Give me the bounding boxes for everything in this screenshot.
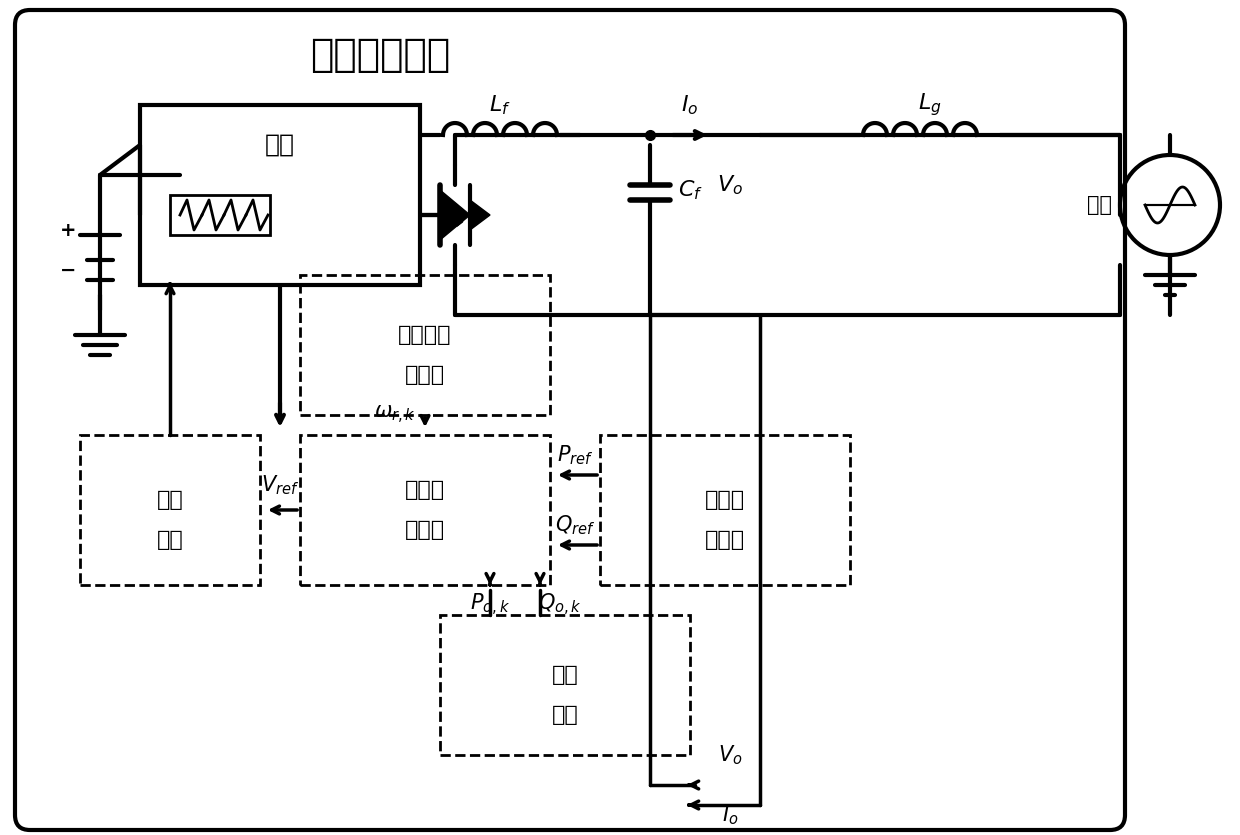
Text: 电压: 电压 [156,490,184,510]
Text: −: − [60,261,76,280]
Text: $Q_{o,k}$: $Q_{o,k}$ [538,592,582,618]
Text: $I_o$: $I_o$ [681,94,698,117]
Text: $P_{o,k}$: $P_{o,k}$ [470,592,510,618]
Text: $V_{ref}$: $V_{ref}$ [260,473,299,497]
Text: 基准功: 基准功 [704,490,745,510]
Text: 电网: 电网 [1087,195,1112,215]
Text: $Q_{ref}$: $Q_{ref}$ [554,514,595,537]
Text: $V_o$: $V_o$ [718,743,743,767]
Text: $P_{ref}$: $P_{ref}$ [557,443,593,467]
Text: 率计算: 率计算 [704,530,745,550]
Text: 电压源逆变器: 电压源逆变器 [310,36,450,74]
Text: $\omega_{r,k}$: $\omega_{r,k}$ [374,404,415,426]
Text: 功率: 功率 [552,665,578,685]
Text: $L_f$: $L_f$ [489,94,511,117]
Text: 率计算: 率计算 [405,365,445,385]
Polygon shape [470,200,490,230]
Text: $L_g$: $L_g$ [918,92,942,119]
Text: 控制: 控制 [156,530,184,550]
Text: +: + [60,220,76,240]
Text: 基准角频: 基准角频 [398,325,451,345]
Text: $C_f$: $C_f$ [677,178,703,202]
Text: 改进并: 改进并 [405,480,445,500]
Polygon shape [440,190,470,240]
Text: 网控制: 网控制 [405,520,445,540]
Text: $I_o$: $I_o$ [722,803,738,827]
Text: $V_o$: $V_o$ [717,173,743,197]
Text: 驱动: 驱动 [265,133,295,157]
Text: 计算: 计算 [552,705,578,725]
